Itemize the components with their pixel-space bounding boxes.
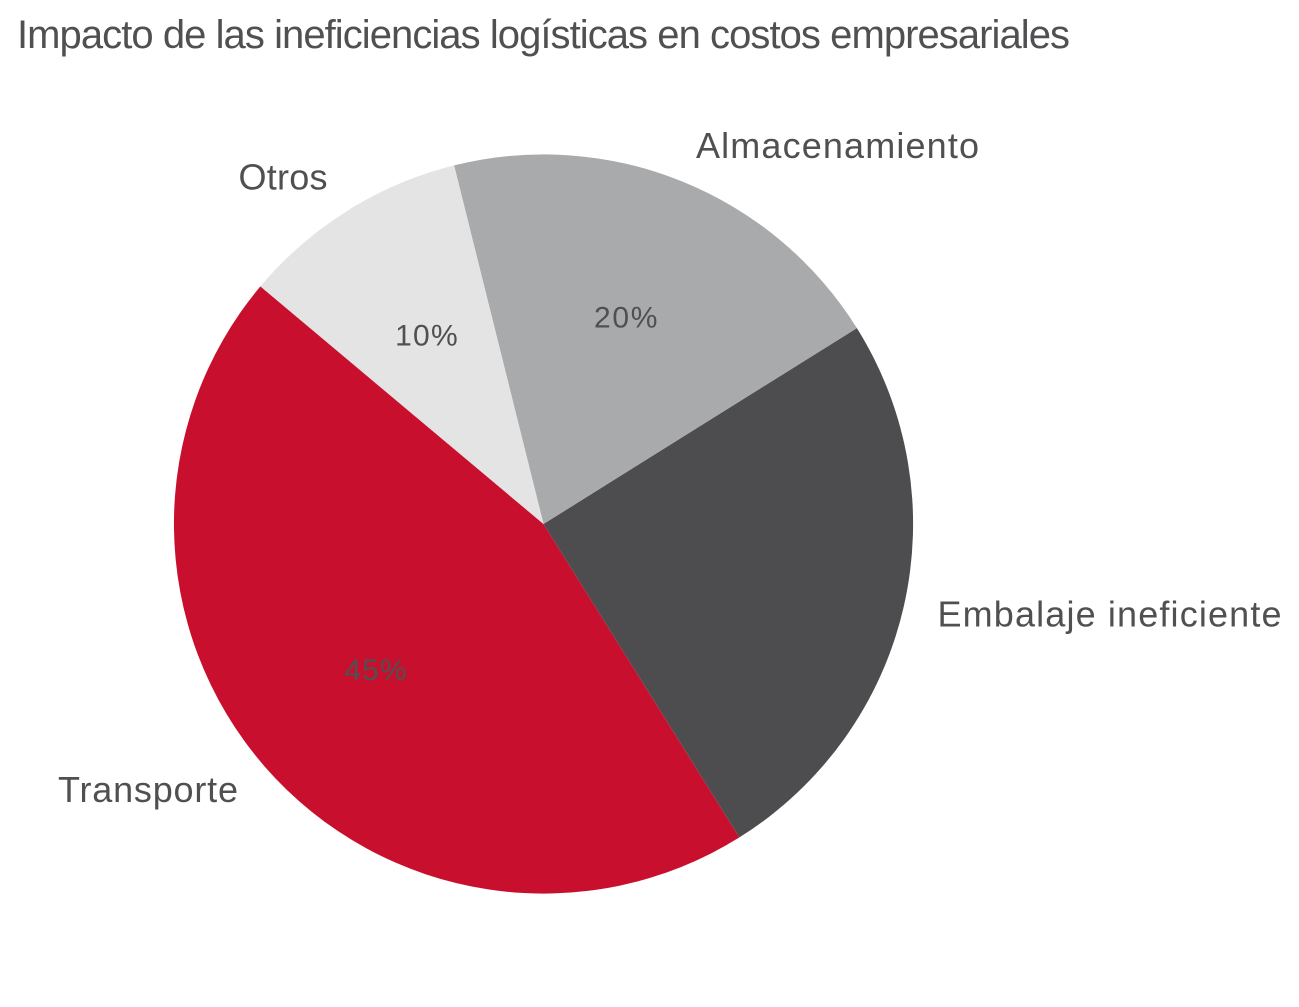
svg-text:20%: 20% (594, 302, 658, 335)
svg-text:Transporte: Transporte (58, 769, 238, 810)
svg-text:25%: 25% (730, 558, 789, 591)
svg-text:Otros: Otros (239, 157, 328, 198)
svg-text:Impacto de las ineficiencias l: Impacto de las ineficiencias logísticas … (17, 13, 1070, 57)
svg-text:Almacenamiento: Almacenamiento (696, 125, 979, 166)
svg-text:Embalaje ineficiente: Embalaje ineficiente (938, 594, 1282, 635)
svg-text:45%: 45% (345, 654, 407, 687)
svg-text:10%: 10% (395, 320, 458, 353)
